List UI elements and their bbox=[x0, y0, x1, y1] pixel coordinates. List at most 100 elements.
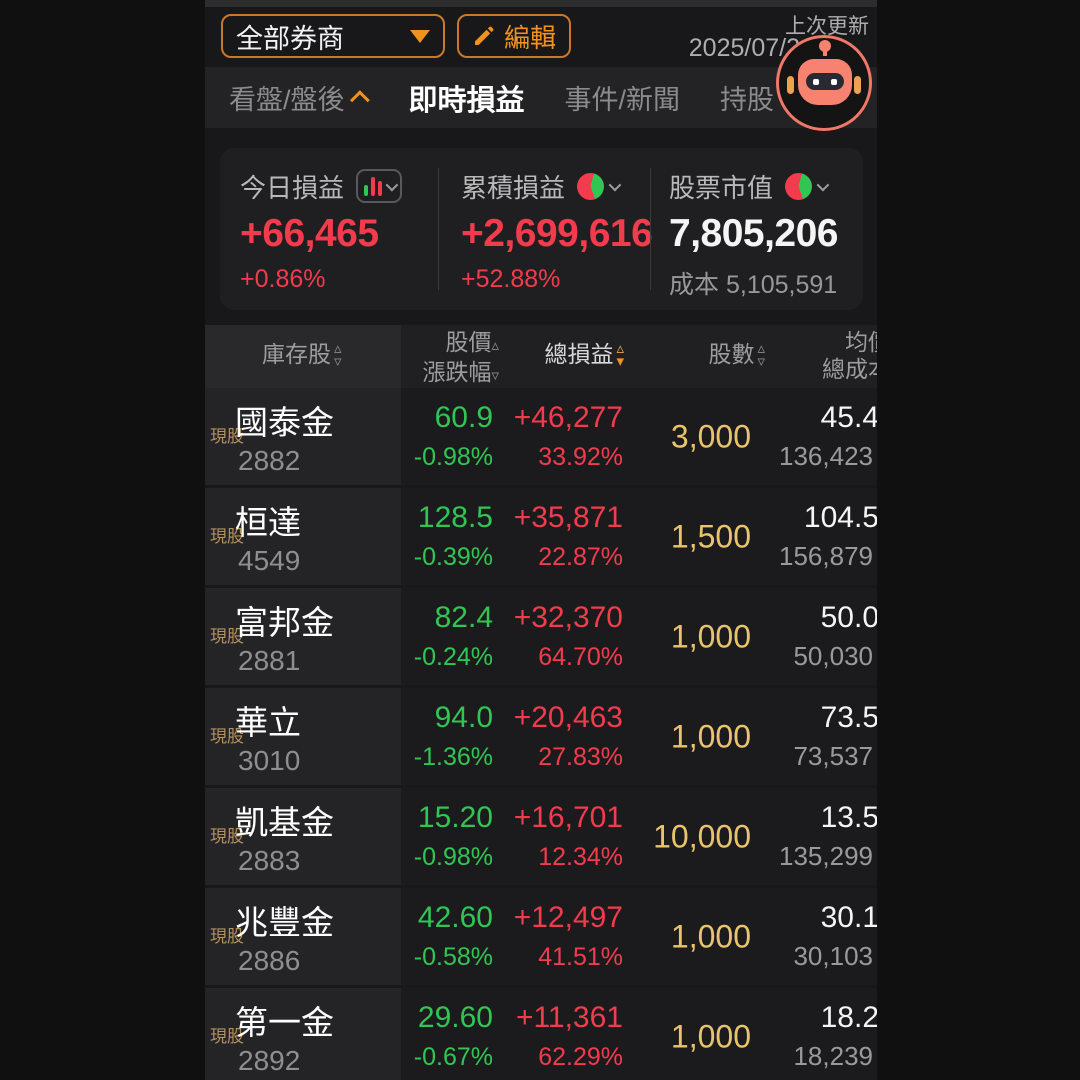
tab-market-afterhours[interactable]: 看盤/盤後 bbox=[229, 78, 370, 117]
stock-code: 3010 bbox=[238, 745, 301, 776]
today-pl-value: +66,465 bbox=[240, 212, 379, 255]
tab-holdings[interactable]: 持股 bbox=[720, 78, 774, 117]
pencil-icon bbox=[472, 24, 496, 48]
sort-icons-active: ▵ ▾ bbox=[616, 339, 624, 370]
chevron-down-icon bbox=[816, 178, 830, 191]
avg-price: 50.0 bbox=[820, 601, 877, 634]
sort-icons: ▵ ▿ bbox=[757, 339, 765, 370]
total-pl: +12,497 bbox=[513, 901, 623, 934]
total-cost: 136,423 bbox=[779, 441, 873, 471]
change-percent: -1.36% bbox=[413, 743, 493, 771]
market-value-amount: 7,805,206 bbox=[669, 212, 839, 255]
total-pl: +16,701 bbox=[513, 801, 623, 834]
robot-ear-right bbox=[854, 76, 861, 94]
pl-summary-panel: 今日損益 +66,465 +0.86% 累積損益 +2,6 bbox=[220, 148, 863, 310]
holdings-table-header: 庫存股 ▵▿ 股價▵ 漲跌幅▿ 總損益 ▵▾ 股數 ▵▿ 均價 總成本 bbox=[205, 325, 877, 388]
stock-name: 國泰金 bbox=[235, 404, 334, 441]
tab-bar: 看盤/盤後 即時損益 事件/新聞 持股 bbox=[205, 67, 877, 128]
tab-label: 即時損益 bbox=[408, 84, 525, 117]
avg-price: 30.1 bbox=[820, 901, 877, 934]
holding-row[interactable]: 現股 兆豐金 2886 42.60 -0.58% +12,497 41.51% … bbox=[205, 888, 877, 985]
today-pl-label: 今日損益 bbox=[240, 172, 345, 203]
cumulative-pl-percent: +52.88% bbox=[461, 265, 561, 293]
holdings-table-body: 現股 國泰金 2882 60.9 -0.98% +46,277 33.92% 3… bbox=[205, 388, 877, 1080]
holding-row[interactable]: 現股 凱基金 2883 15.20 -0.98% +16,701 12.34% … bbox=[205, 788, 877, 885]
stock-code: 4549 bbox=[238, 545, 301, 576]
stock-price: 128.5 bbox=[417, 501, 493, 534]
header-price-sort[interactable]: 股價▵ 漲跌幅▿ bbox=[422, 329, 499, 389]
header-avg-cost[interactable]: 均價 總成本 bbox=[822, 329, 877, 383]
dropdown-caret-icon bbox=[410, 29, 430, 43]
summary-today: 今日損益 +66,465 +0.86% bbox=[220, 168, 438, 293]
robot-antenna-ball bbox=[819, 40, 831, 52]
total-cost: 135,299 bbox=[779, 841, 873, 871]
holding-row[interactable]: 現股 富邦金 2881 82.4 -0.24% +32,370 64.70% 1… bbox=[205, 588, 877, 685]
market-value-label: 股票市值 bbox=[669, 172, 774, 203]
stock-code: 2892 bbox=[238, 1045, 301, 1076]
sort-up-icon: ▵ bbox=[491, 337, 499, 354]
total-pl-percent: 64.70% bbox=[538, 643, 623, 671]
change-percent: -0.98% bbox=[413, 843, 493, 871]
stock-name: 桓達 bbox=[235, 504, 301, 541]
share-count: 1,500 bbox=[670, 518, 751, 554]
edit-button[interactable]: 編輯 bbox=[457, 14, 572, 58]
robot-ear-left bbox=[787, 76, 794, 94]
sort-icons: ▵ ▿ bbox=[334, 339, 342, 370]
holding-row[interactable]: 現股 桓達 4549 128.5 -0.39% +35,871 22.87% 1… bbox=[205, 488, 877, 585]
change-percent: -0.24% bbox=[413, 643, 493, 671]
edit-button-label: 編輯 bbox=[504, 22, 557, 53]
share-count: 1,000 bbox=[670, 1018, 751, 1054]
chevron-down-icon bbox=[385, 178, 398, 191]
holding-row[interactable]: 現股 國泰金 2882 60.9 -0.98% +46,277 33.92% 3… bbox=[205, 388, 877, 485]
avg-price: 13.5 bbox=[820, 801, 877, 834]
pie-chart-icon bbox=[785, 172, 813, 200]
chevron-down-icon bbox=[608, 178, 622, 191]
avg-price: 45.4 bbox=[820, 401, 877, 434]
holding-row[interactable]: 現股 華立 3010 94.0 -1.36% +20,463 27.83% 1,… bbox=[205, 688, 877, 785]
header-total-cost-label: 總成本 bbox=[822, 356, 877, 382]
bar-chart-toggle-icon[interactable] bbox=[356, 169, 403, 203]
tab-events-news[interactable]: 事件/新聞 bbox=[565, 78, 681, 117]
total-pl: +11,361 bbox=[515, 1001, 623, 1034]
share-count: 1,000 bbox=[670, 718, 751, 754]
header-shares-sort[interactable]: 股數 ▵ ▿ bbox=[708, 339, 765, 370]
stock-code: 2883 bbox=[238, 845, 301, 876]
top-edge-strip bbox=[205, 0, 877, 7]
app-content: 全部券商 編輯 上次更新 2025/07/2 看盤/盤後 即時損益 bbox=[205, 0, 877, 1080]
change-percent: -0.58% bbox=[413, 943, 493, 971]
broker-filter-dropdown[interactable]: 全部券商 bbox=[221, 14, 445, 58]
position-type-badge: 現股 bbox=[210, 826, 244, 846]
header-price-label: 股價 bbox=[445, 329, 492, 355]
share-count: 3,000 bbox=[670, 418, 751, 454]
total-pl-percent: 62.29% bbox=[538, 1043, 623, 1071]
last-update-label: 上次更新 bbox=[785, 15, 869, 38]
holding-row[interactable]: 現股 第一金 2892 29.60 -0.67% +11,361 62.29% … bbox=[205, 988, 877, 1080]
total-pl: +35,871 bbox=[513, 501, 623, 534]
tab-realtime-pl[interactable]: 即時損益 bbox=[409, 77, 525, 119]
top-bar: 全部券商 編輯 上次更新 2025/07/2 bbox=[205, 7, 877, 67]
bar-chart-icon bbox=[363, 176, 382, 196]
last-update-date: 2025/07/2 bbox=[688, 34, 800, 62]
total-cost: 30,103 bbox=[793, 941, 873, 971]
pie-chart-toggle-icon[interactable] bbox=[785, 172, 830, 200]
stock-price: 29.60 bbox=[417, 1001, 493, 1034]
cost-line: 成本 5,105,591 bbox=[669, 265, 863, 301]
today-pl-percent: +0.86% bbox=[240, 265, 326, 293]
header-total-pl-sort[interactable]: 總損益 ▵ ▾ bbox=[544, 339, 624, 370]
header-stock-sort[interactable]: 庫存股 ▵ ▿ bbox=[262, 339, 342, 370]
tab-label: 看盤/盤後 bbox=[229, 85, 345, 115]
total-cost: 73,537 bbox=[793, 741, 873, 771]
stock-price: 94.0 bbox=[434, 701, 493, 734]
total-pl-percent: 22.87% bbox=[538, 543, 623, 571]
header-avg-price-label: 均價 bbox=[845, 329, 877, 355]
total-cost: 156,879 bbox=[779, 541, 873, 571]
robot-assistant-button[interactable] bbox=[776, 35, 872, 131]
robot-eye-left bbox=[813, 78, 819, 85]
total-cost: 18,239 bbox=[793, 1041, 873, 1071]
total-cost: 50,030 bbox=[793, 641, 873, 671]
pie-chart-toggle-icon[interactable] bbox=[577, 172, 622, 200]
avg-price: 104.5 bbox=[803, 501, 877, 534]
header-stock-label: 庫存股 bbox=[262, 341, 331, 367]
summary-market-value: 股票市值 7,805,206 成本 5,105,591 bbox=[650, 168, 863, 299]
